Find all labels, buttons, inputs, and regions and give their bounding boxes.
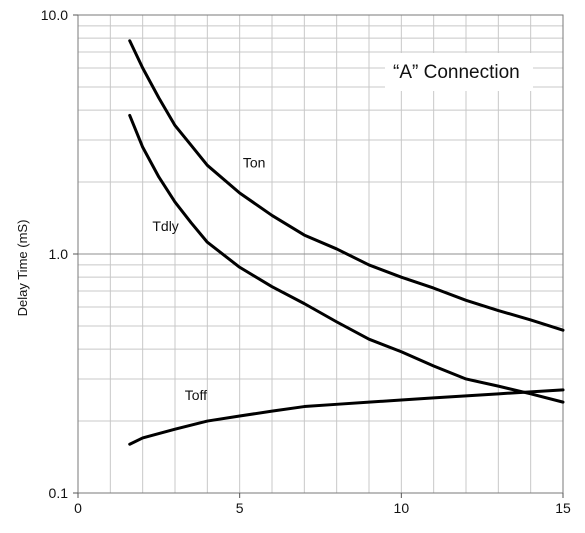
series-label-tdly: Tdly xyxy=(152,218,178,234)
y-tick-label: 1.0 xyxy=(49,246,69,262)
series-lines xyxy=(128,39,565,446)
x-tick-label: 15 xyxy=(555,500,571,516)
y-axis-title: Delay Time (mS) xyxy=(15,220,30,317)
x-tick-label: 10 xyxy=(394,500,410,516)
series-labels: Ton Tdly Toff xyxy=(152,155,265,403)
y-tick-label: 10.0 xyxy=(41,7,68,23)
series-line-ton xyxy=(128,39,565,332)
y-axis-title-group: Delay Time (mS) xyxy=(15,220,30,317)
x-tick-label: 5 xyxy=(236,500,244,516)
axes: 0 5 10 15 0.1 1.0 10.0 xyxy=(41,7,571,516)
x-tick-label: 0 xyxy=(74,500,82,516)
annotation-label: “A” Connection xyxy=(393,62,520,83)
series-line-tdly xyxy=(128,113,565,404)
annotation-box xyxy=(385,53,533,91)
annotation-group: “A” Connection xyxy=(385,53,533,91)
series-line-toff xyxy=(128,388,565,446)
y-tick-label: 0.1 xyxy=(49,485,69,501)
series-label-ton: Ton xyxy=(243,155,266,171)
series-label-toff: Toff xyxy=(185,387,207,403)
gridlines xyxy=(77,14,564,494)
